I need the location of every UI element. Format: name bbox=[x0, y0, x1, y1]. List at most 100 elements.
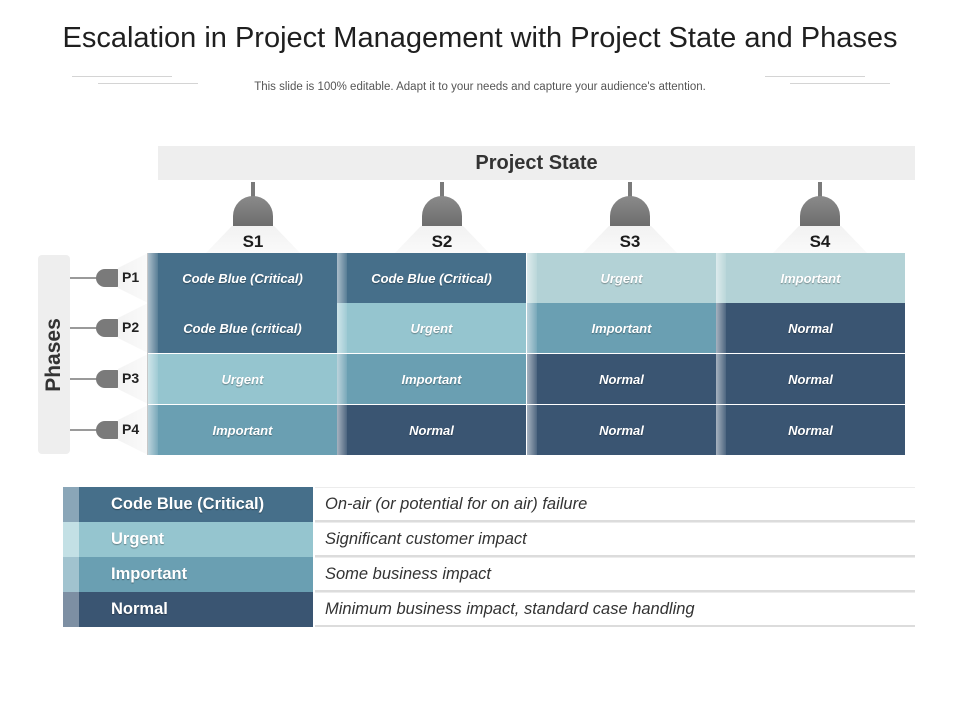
state-label-s3: S3 bbox=[619, 232, 641, 251]
cell-tab bbox=[148, 354, 158, 404]
cell-tab bbox=[527, 405, 537, 455]
legend-swatch-tab bbox=[63, 487, 79, 522]
state-lamp-s4: S4 bbox=[772, 182, 868, 254]
cell-tab bbox=[337, 405, 347, 455]
grid-cell-p1-s2: Code Blue (Critical) bbox=[337, 253, 526, 303]
grid-cell-text: Code Blue (Critical) bbox=[182, 270, 303, 286]
legend-label-urgent: Urgent bbox=[79, 522, 313, 557]
grid-left-divider bbox=[147, 253, 148, 455]
lamp-icon bbox=[233, 196, 273, 228]
phase-label-p3: P3 bbox=[122, 370, 140, 386]
grid-cell-text: Important bbox=[591, 320, 652, 336]
grid-cell-text: Normal bbox=[788, 320, 833, 336]
grid-cell-text: Important bbox=[401, 371, 462, 387]
grid-cell-text: Code Blue (critical) bbox=[183, 320, 302, 336]
lamp-cord bbox=[251, 182, 255, 198]
grid-cell-text: Urgent bbox=[410, 320, 453, 336]
project-state-header: Project State bbox=[158, 146, 915, 180]
phases-panel: Phases bbox=[38, 255, 70, 454]
plug-icon bbox=[96, 370, 120, 388]
legend-description-critical: On-air (or potential for on air) failure bbox=[315, 487, 915, 522]
legend-row-critical: Code Blue (Critical) On-air (or potentia… bbox=[63, 487, 915, 522]
legend-description-normal: Minimum business impact, standard case h… bbox=[315, 592, 915, 627]
state-label-s4: S4 bbox=[809, 232, 831, 251]
cell-tab bbox=[716, 354, 726, 404]
cell-tab bbox=[337, 354, 347, 404]
grid-cell-p2-s1: Code Blue (critical) bbox=[148, 303, 337, 353]
grid-cell-text: Important bbox=[780, 270, 841, 286]
legend-label-important: Important bbox=[79, 557, 313, 592]
legend-swatch-tab bbox=[63, 522, 79, 557]
legend-row-normal: Normal Minimum business impact, standard… bbox=[63, 592, 915, 627]
cell-tab bbox=[337, 253, 347, 303]
title-divider-right-lower bbox=[790, 83, 890, 84]
phase-label-p4: P4 bbox=[122, 421, 140, 437]
plug-icon bbox=[96, 421, 120, 439]
lamp-icon bbox=[610, 196, 650, 228]
grid-cell-text: Important bbox=[212, 422, 273, 438]
state-lamp-s2: S2 bbox=[394, 182, 490, 254]
state-label-s2: S2 bbox=[431, 232, 453, 251]
phase-plug-p4: P4 bbox=[70, 405, 148, 455]
grid-cell-p3-s1: Urgent bbox=[148, 354, 337, 404]
grid-cell-p4-s2: Normal bbox=[337, 405, 526, 455]
cell-tab bbox=[337, 303, 347, 353]
plug-wire bbox=[70, 277, 98, 279]
plug-icon bbox=[96, 319, 120, 337]
cell-tab bbox=[716, 405, 726, 455]
grid-cell-p3-s2: Important bbox=[337, 354, 526, 404]
grid-cell-p2-s2: Urgent bbox=[337, 303, 526, 353]
plug-wire bbox=[70, 327, 98, 329]
grid-cell-p2-s3: Important bbox=[527, 303, 716, 353]
lamp-cord bbox=[628, 182, 632, 198]
cell-tab bbox=[527, 253, 537, 303]
grid-cell-text: Normal bbox=[409, 422, 454, 438]
grid-cell-p4-s4: Normal bbox=[716, 405, 905, 455]
state-label-s1: S1 bbox=[242, 232, 264, 251]
phase-plug-p2: P2 bbox=[70, 303, 148, 353]
cell-tab bbox=[527, 354, 537, 404]
title-divider-left-lower bbox=[98, 83, 198, 84]
legend-label-critical: Code Blue (Critical) bbox=[79, 487, 313, 522]
grid-cell-p1-s4: Important bbox=[716, 253, 905, 303]
grid-cell-text: Urgent bbox=[600, 270, 643, 286]
phase-plug-p3: P3 bbox=[70, 354, 148, 404]
grid-cell-text: Normal bbox=[599, 422, 644, 438]
legend-row-important: Important Some business impact bbox=[63, 557, 915, 592]
grid-cell-p1-s1: Code Blue (Critical) bbox=[148, 253, 337, 303]
phase-plug-p1: P1 bbox=[70, 253, 148, 303]
lamp-icon bbox=[800, 196, 840, 228]
grid-cell-p2-s4: Normal bbox=[716, 303, 905, 353]
cell-tab bbox=[716, 253, 726, 303]
grid-cell-p4-s1: Important bbox=[148, 405, 337, 455]
grid-cell-text: Normal bbox=[788, 422, 833, 438]
title-divider-left bbox=[72, 76, 172, 77]
phase-label-p1: P1 bbox=[122, 269, 140, 285]
phase-label-p2: P2 bbox=[122, 319, 140, 335]
legend-description-important: Some business impact bbox=[315, 557, 915, 592]
grid-cell-p1-s3: Urgent bbox=[527, 253, 716, 303]
lamp-cord bbox=[440, 182, 444, 198]
grid-cell-text: Normal bbox=[788, 371, 833, 387]
title-divider-right bbox=[765, 76, 865, 77]
grid-cell-p3-s4: Normal bbox=[716, 354, 905, 404]
grid-cell-p3-s3: Normal bbox=[527, 354, 716, 404]
grid-cell-text: Normal bbox=[599, 371, 644, 387]
legend-description-urgent: Significant customer impact bbox=[315, 522, 915, 557]
grid-cell-text: Code Blue (Critical) bbox=[371, 270, 492, 286]
plug-wire bbox=[70, 378, 98, 380]
legend-swatch-tab bbox=[63, 557, 79, 592]
project-state-label: Project State bbox=[475, 151, 598, 174]
cell-tab bbox=[148, 303, 158, 353]
lamp-icon bbox=[422, 196, 462, 228]
state-lamp-s3: S3 bbox=[582, 182, 678, 254]
cell-tab bbox=[148, 405, 158, 455]
grid-cell-text: Urgent bbox=[221, 371, 264, 387]
page-title: Escalation in Project Management with Pr… bbox=[62, 22, 898, 54]
phases-label: Phases bbox=[42, 317, 65, 392]
lamp-cord bbox=[818, 182, 822, 198]
cell-tab bbox=[527, 303, 537, 353]
legend-label-normal: Normal bbox=[79, 592, 313, 627]
cell-tab bbox=[716, 303, 726, 353]
state-lamp-s1: S1 bbox=[205, 182, 301, 254]
